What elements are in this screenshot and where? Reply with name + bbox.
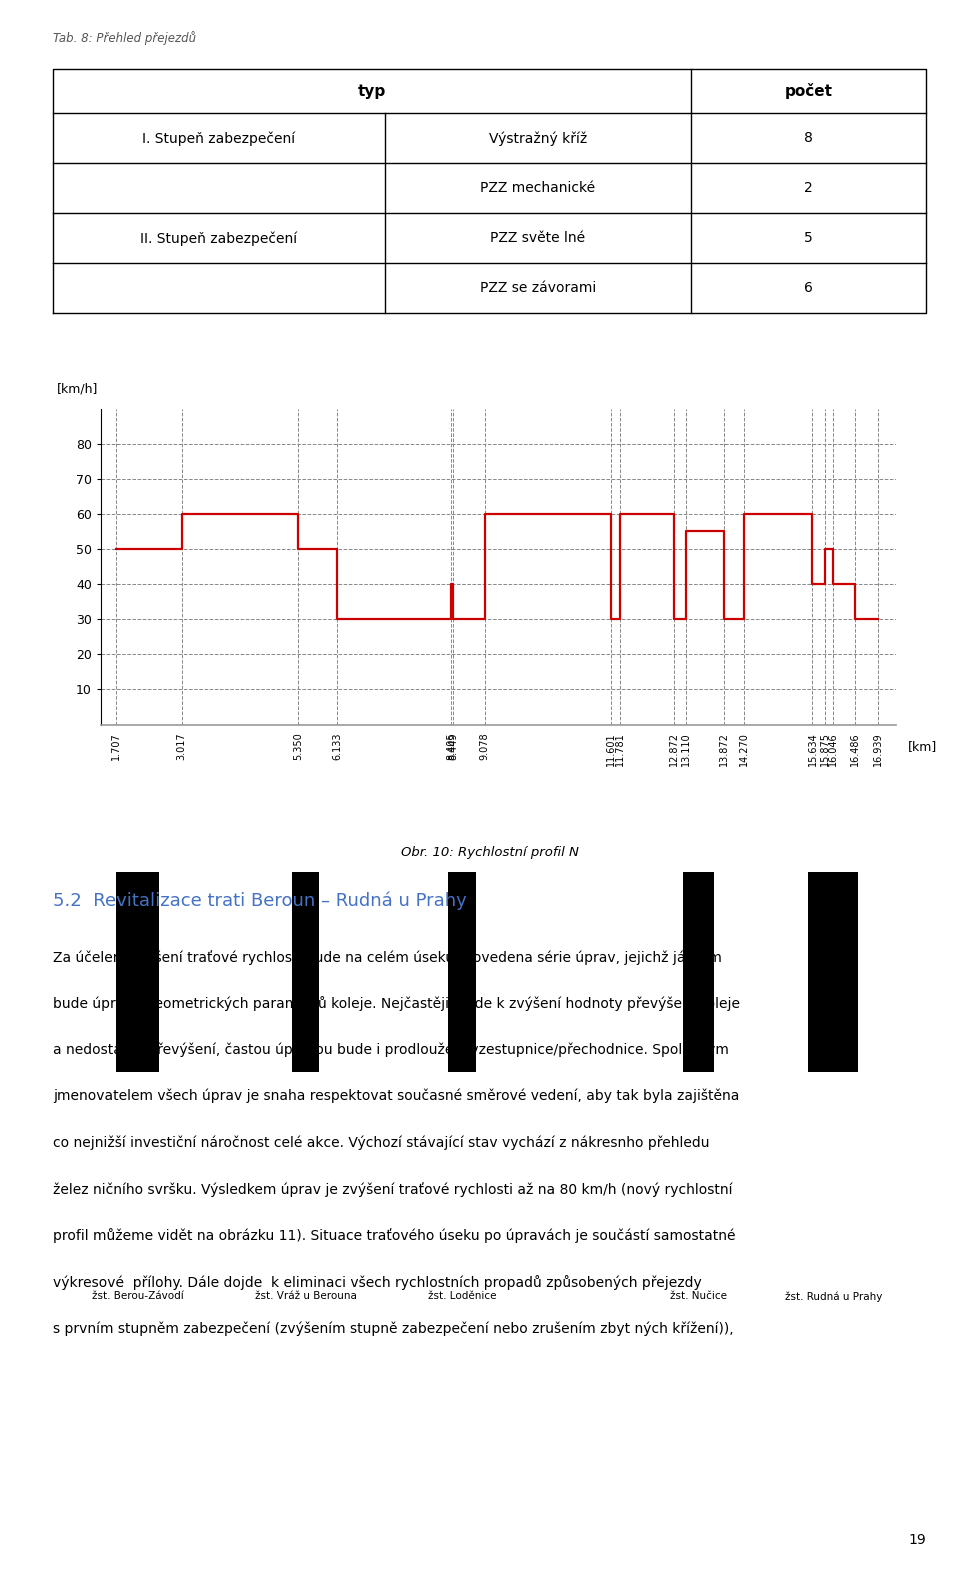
Text: 5.2  Revitalizace trati Beroun – Rudná u Prahy: 5.2 Revitalizace trati Beroun – Rudná u … [53, 891, 467, 910]
Text: výkresové  přílohy. Dále dojde  k eliminaci všech rychlostních propadů způsobený: výkresové přílohy. Dále dojde k eliminac… [53, 1274, 702, 1290]
Text: žst. Vráž u Berouna: žst. Vráž u Berouna [254, 1292, 356, 1301]
Text: bude úprava geometrických parametrů koleje. Nejčastěji dojde k zvýšení hodnoty p: bude úprava geometrických parametrů kole… [53, 995, 740, 1011]
Text: PZZ se závorami: PZZ se závorami [480, 282, 596, 296]
Bar [448, 873, 476, 1071]
Text: želez ničního svršku. Výsledkem úprav je zvýšení traťové rychlosti až na 80 km/h: želez ničního svršku. Výsledkem úprav je… [53, 1181, 732, 1197]
Text: jmenovatelem všech úprav je snaha respektovat současné směrové vedení, aby tak b: jmenovatelem všech úprav je snaha respek… [53, 1088, 739, 1104]
Text: žst. Loděnice: žst. Loděnice [428, 1292, 496, 1301]
Text: 19: 19 [909, 1532, 926, 1547]
Text: PZZ mechanické: PZZ mechanické [480, 181, 595, 195]
Text: profil můžeme vidět na obrázku 11). Situace traťového úseku po úpravách je součá: profil můžeme vidět na obrázku 11). Situ… [53, 1228, 735, 1243]
Text: PZZ světe lné: PZZ světe lné [491, 232, 586, 246]
Text: a nedostatku převýšení, častou úpravou bude i prodloužení vzestupnice/přechodnic: a nedostatku převýšení, častou úpravou b… [53, 1043, 729, 1057]
Text: 2: 2 [804, 181, 813, 195]
Bar [292, 873, 320, 1071]
Text: Obr. 10: Rychlostní profil N: Obr. 10: Rychlostní profil N [400, 846, 579, 858]
Text: 8: 8 [804, 131, 813, 145]
Text: [km/h]: [km/h] [57, 383, 99, 395]
Text: žst. Rudná u Prahy: žst. Rudná u Prahy [784, 1292, 882, 1303]
Text: typ: typ [357, 83, 386, 99]
Text: žst. Berou-Závodí: žst. Berou-Závodí [91, 1292, 183, 1301]
Bar [116, 873, 158, 1071]
Text: Výstražný kříž: Výstražný kříž [489, 131, 587, 145]
Text: [km]: [km] [908, 740, 937, 753]
Text: s prvním stupněm zabezpečení (zvýšením stupně zabezpečení nebo zrušením zbyt nýc: s prvním stupněm zabezpečení (zvýšením s… [53, 1321, 733, 1336]
Text: počet: počet [784, 83, 832, 99]
Text: 6: 6 [804, 282, 813, 296]
Bar [684, 873, 714, 1071]
Text: žst. Nučice: žst. Nučice [670, 1292, 728, 1301]
Text: II. Stupeň zabezpečení: II. Stupeň zabezpečení [140, 232, 298, 246]
Bar [808, 873, 858, 1071]
Text: 5: 5 [804, 232, 813, 246]
Text: co nejnižší investiční náročnost celé akce. Výchozí stávající stav vychází z nák: co nejnižší investiční náročnost celé ak… [53, 1136, 709, 1150]
Text: I. Stupeň zabezpečení: I. Stupeň zabezpečení [142, 131, 296, 145]
Text: Tab. 8: Přehled přejezdů: Tab. 8: Přehled přejezdů [53, 32, 196, 46]
Text: Za účelem zvýšení traťové rychlosti bude na celém úseku provedena série úprav, j: Za účelem zvýšení traťové rychlosti bude… [53, 950, 722, 964]
